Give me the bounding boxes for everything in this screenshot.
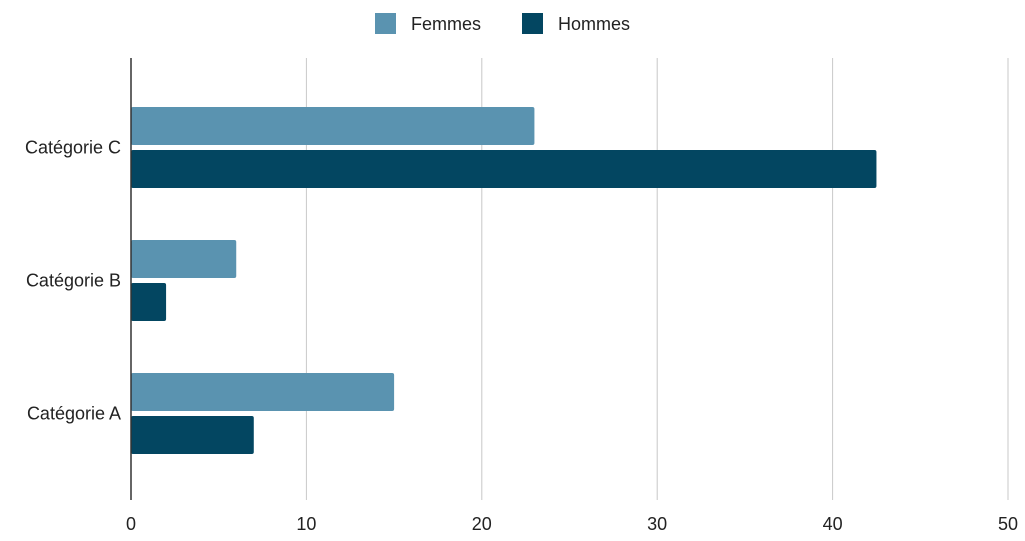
- x-tick-label: 10: [296, 514, 316, 534]
- bar-femmes-0: [131, 107, 535, 145]
- x-tick-labels: 0 10 20 30 40 50: [126, 514, 1018, 534]
- category-labels: Catégorie C Catégorie B Catégorie A: [25, 138, 121, 424]
- bar-hommes-1: [131, 283, 167, 321]
- category-label: Catégorie C: [25, 138, 121, 158]
- category-label: Catégorie B: [26, 271, 121, 291]
- legend-swatch-hommes: [522, 13, 543, 34]
- x-tick-label: 50: [998, 514, 1018, 534]
- bar-femmes-2: [131, 373, 395, 411]
- bar-hommes-2: [131, 416, 254, 454]
- category-label: Catégorie A: [27, 404, 121, 424]
- chart-legend: Femmes Hommes: [375, 13, 630, 34]
- legend-label-hommes: Hommes: [558, 14, 630, 34]
- legend-swatch-femmes: [375, 13, 396, 34]
- x-tick-label: 20: [472, 514, 492, 534]
- bar-hommes-0: [131, 150, 877, 188]
- legend-label-femmes: Femmes: [411, 14, 481, 34]
- chart-bars: [131, 107, 877, 454]
- x-tick-label: 0: [126, 514, 136, 534]
- bar-femmes-1: [131, 240, 237, 278]
- x-tick-label: 30: [647, 514, 667, 534]
- x-tick-label: 40: [823, 514, 843, 534]
